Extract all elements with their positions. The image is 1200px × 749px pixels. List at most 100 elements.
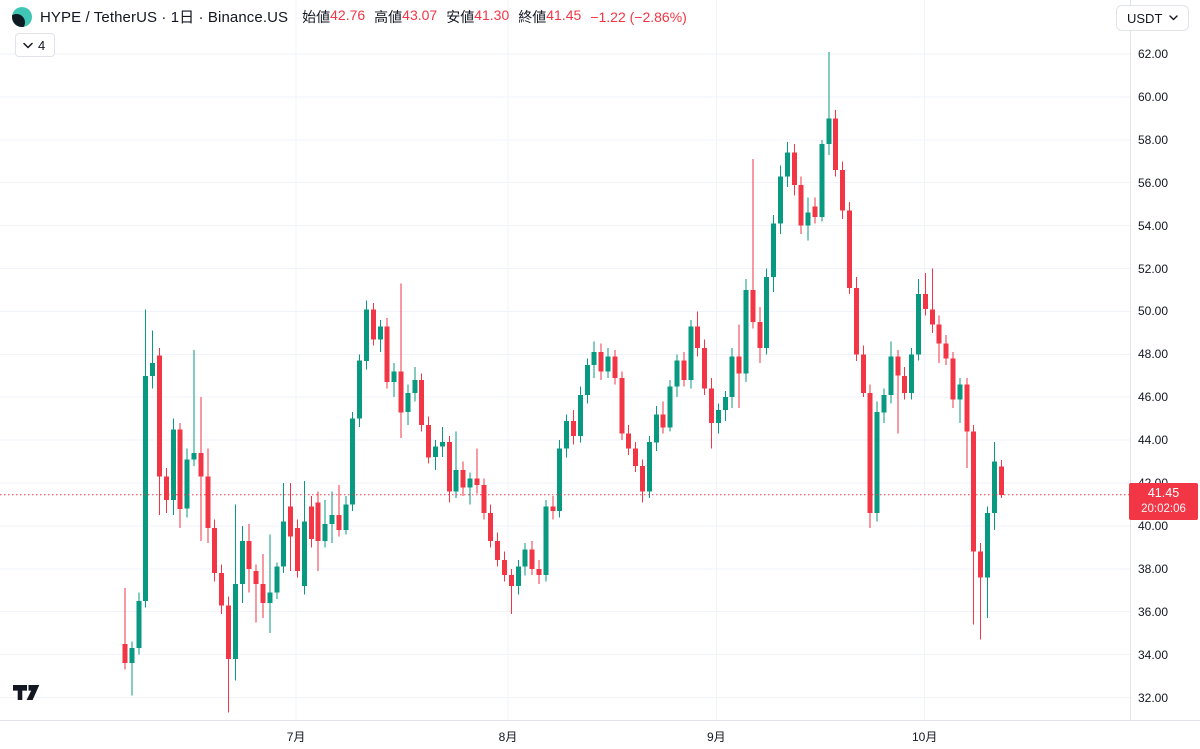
- candle-body: [667, 386, 673, 428]
- candle-body: [909, 354, 915, 393]
- candle-body: [212, 528, 218, 573]
- candle-body: [364, 309, 369, 361]
- candle-body: [916, 294, 921, 355]
- candle-body: [764, 277, 770, 348]
- time-axis[interactable]: 7月 8月 9月 10月: [0, 720, 1200, 749]
- candle-body: [398, 371, 404, 413]
- candle-body: [902, 375, 908, 393]
- candlestick-chart[interactable]: [0, 0, 1130, 720]
- candle-body: [474, 478, 480, 486]
- candle-wick: [828, 51, 830, 155]
- candle-body: [488, 513, 494, 541]
- chart-header: HYPE / TetherUS · 1日 · Binance.US 始値 42.7…: [12, 6, 687, 27]
- open-value: 42.76: [330, 6, 366, 23]
- price-tick-label: 56.00: [1138, 175, 1169, 190]
- change-value: −1.22 (−2.86%): [590, 8, 687, 25]
- currency-label: USDT: [1127, 10, 1163, 26]
- price-axis[interactable]: 62.00 60.00 58.00 56.00 54.00 52.00 50.00 48.00…: [1130, 0, 1200, 720]
- candle-body: [791, 152, 797, 185]
- candle-body: [495, 540, 501, 561]
- tradingview-logo[interactable]: [13, 685, 49, 706]
- candle-body: [129, 648, 135, 664]
- price-tick-label: 44.00: [1138, 433, 1169, 448]
- candle-body: [481, 485, 487, 513]
- candle-body: [715, 410, 721, 423]
- candle-body: [143, 375, 149, 601]
- candle-body: [412, 380, 418, 393]
- candle-wick: [980, 543, 982, 640]
- candle-body: [453, 470, 459, 492]
- candle-body: [874, 412, 880, 513]
- price-tick-label: 60.00: [1138, 89, 1169, 104]
- candle-body: [191, 453, 197, 460]
- candle-wick: [931, 268, 933, 333]
- price-tick-label: 48.00: [1138, 347, 1169, 362]
- candle-body: [446, 442, 452, 492]
- candle-body: [729, 356, 735, 398]
- candle-body: [936, 324, 942, 344]
- candle-body: [612, 356, 618, 378]
- candle-body: [653, 414, 659, 443]
- candle-body: [515, 566, 521, 586]
- symbol-title[interactable]: HYPE / TetherUS · 1日 · Binance.US: [40, 9, 289, 26]
- candle-body: [370, 309, 376, 340]
- candle-wick: [193, 350, 195, 466]
- collapse-badge-count: 4: [38, 37, 46, 53]
- currency-selector-button[interactable]: USDT: [1116, 5, 1190, 31]
- candle-body: [508, 575, 514, 586]
- candle-wick: [338, 485, 340, 537]
- time-tick-label: 10月: [912, 730, 938, 744]
- candle-body: [163, 476, 169, 501]
- candle-body: [336, 515, 342, 531]
- candle-body: [895, 356, 901, 376]
- candle-body: [150, 362, 156, 376]
- candle-body: [467, 478, 473, 488]
- tradingview-logo-icon: [13, 685, 40, 700]
- candle-body: [136, 601, 142, 649]
- candle-body: [619, 377, 625, 434]
- candle-body: [929, 309, 935, 325]
- candle-body: [633, 448, 639, 466]
- candle-wick: [752, 159, 754, 329]
- candle-body: [260, 583, 266, 604]
- candle-body: [702, 347, 708, 389]
- candle-body: [771, 223, 777, 278]
- candle-body: [722, 397, 728, 411]
- candle-wick: [959, 377, 961, 423]
- candle-body: [674, 360, 680, 387]
- candle-body: [964, 384, 970, 432]
- candle-body: [219, 573, 225, 606]
- candle-wick: [152, 330, 154, 389]
- candle-wick: [255, 564, 257, 623]
- candle-body: [971, 431, 977, 552]
- price-tick-label: 50.00: [1138, 304, 1169, 319]
- candle-body: [743, 289, 749, 374]
- candle-body: [281, 521, 287, 567]
- candle-body: [536, 568, 542, 576]
- candle-body: [322, 523, 328, 541]
- candle-body: [640, 465, 645, 492]
- price-tick-label: 36.00: [1138, 604, 1169, 619]
- candle-body: [246, 540, 252, 569]
- price-tick-label: 38.00: [1138, 561, 1169, 576]
- high-label: 高値: [374, 8, 403, 25]
- interval-collapse-button[interactable]: 4: [15, 33, 56, 57]
- candle-body: [315, 502, 321, 541]
- candle-body: [391, 371, 397, 383]
- candle-body: [750, 289, 756, 323]
- candle-body: [253, 570, 259, 584]
- candle-body: [157, 355, 162, 477]
- symbol-logo-icon: [12, 6, 32, 27]
- chevron-down-icon: [1169, 15, 1179, 21]
- close-value: 41.45: [546, 6, 582, 23]
- price-tick-label: 52.00: [1138, 261, 1169, 276]
- candle-body: [384, 326, 390, 383]
- current-price-label: 41.45 20:02:06: [1129, 482, 1198, 520]
- candle-body: [757, 322, 763, 348]
- candle-wick: [400, 283, 402, 438]
- candle-body: [784, 152, 790, 177]
- candle-body: [605, 356, 611, 372]
- candle-body: [805, 212, 811, 226]
- candle-body: [122, 643, 128, 664]
- candle-body: [985, 513, 990, 578]
